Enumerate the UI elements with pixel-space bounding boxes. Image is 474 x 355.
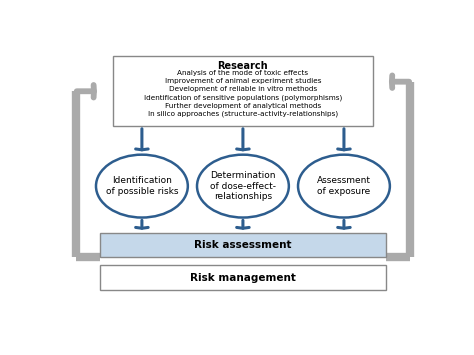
FancyBboxPatch shape bbox=[100, 266, 386, 290]
Text: Identification of sensitive populations (polymorphisms): Identification of sensitive populations … bbox=[144, 94, 342, 101]
Text: Research: Research bbox=[218, 61, 268, 71]
FancyBboxPatch shape bbox=[100, 233, 386, 257]
Text: In silico approaches (structure-activity-relationships): In silico approaches (structure-activity… bbox=[148, 111, 338, 118]
Text: Risk management: Risk management bbox=[190, 273, 296, 283]
Ellipse shape bbox=[197, 155, 289, 218]
Text: Development of reliable in vitro methods: Development of reliable in vitro methods bbox=[169, 86, 317, 92]
Text: Identification
of possible risks: Identification of possible risks bbox=[106, 176, 178, 196]
Text: Analysis of the mode of toxic effects: Analysis of the mode of toxic effects bbox=[177, 70, 309, 76]
FancyBboxPatch shape bbox=[112, 56, 374, 126]
Text: Assessment
of exposure: Assessment of exposure bbox=[317, 176, 371, 196]
Text: Risk assessment: Risk assessment bbox=[194, 240, 292, 250]
Text: Further development of analytical methods: Further development of analytical method… bbox=[165, 103, 321, 109]
Ellipse shape bbox=[96, 155, 188, 218]
Text: Determination
of dose-effect-
relationships: Determination of dose-effect- relationsh… bbox=[210, 171, 276, 201]
Ellipse shape bbox=[298, 155, 390, 218]
Text: Improvement of animal experiment studies: Improvement of animal experiment studies bbox=[164, 78, 321, 84]
